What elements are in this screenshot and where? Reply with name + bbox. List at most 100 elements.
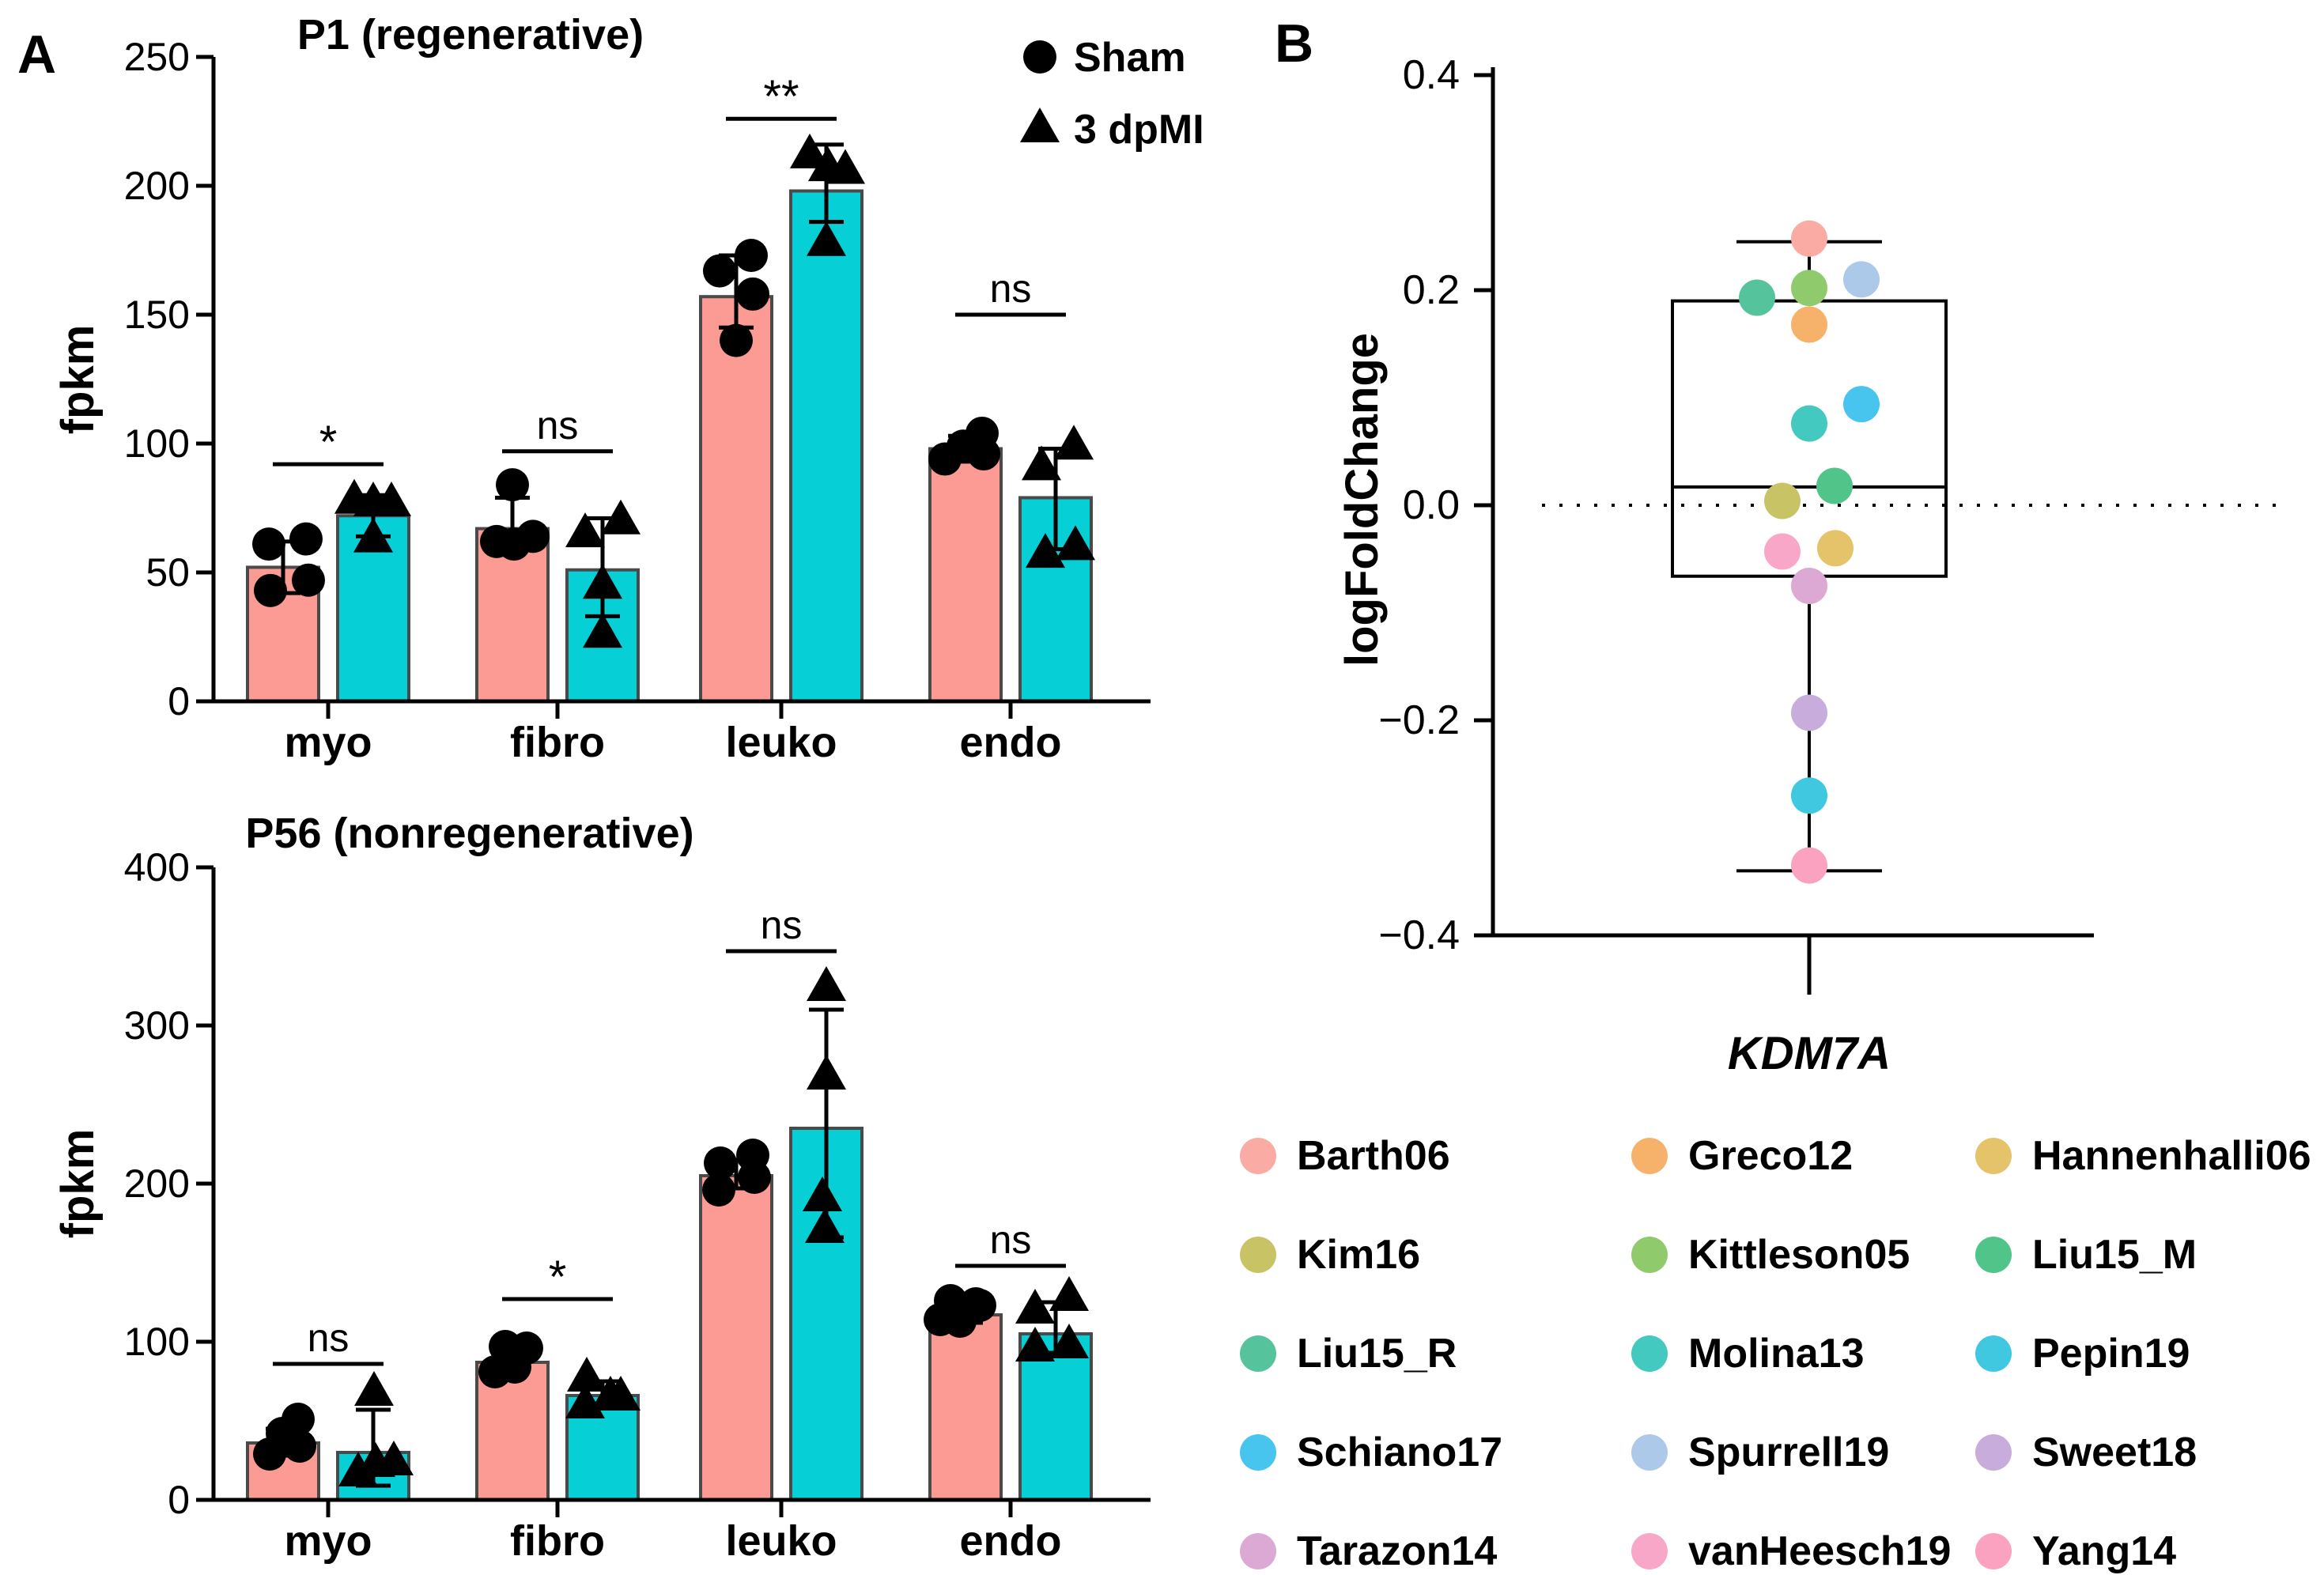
study-point-Liu15_M	[1816, 467, 1853, 504]
legend-study-name: Schiano17	[1297, 1430, 1503, 1475]
legend-circle-icon	[1023, 40, 1056, 74]
circle-marker-icon	[943, 1305, 977, 1338]
legend-dot-icon-vanHeesch19	[1631, 1533, 1668, 1569]
y-axis-title: fpkm	[52, 325, 104, 435]
legend-dot-icon-Kittleson05	[1631, 1237, 1668, 1273]
circle-marker-icon	[720, 323, 753, 357]
data-points-dpmi-myo	[334, 478, 411, 553]
legend-study-name: Yang14	[2032, 1528, 2177, 1574]
category-label-fibro: fibro	[510, 719, 605, 766]
triangle-marker-icon	[807, 966, 846, 1001]
data-points-dpmi-fibro	[565, 1357, 641, 1418]
triangle-marker-icon	[583, 564, 622, 599]
legend-item-Sweet18: Sweet18	[1975, 1428, 2197, 1477]
study-point-Liu15_R	[1739, 279, 1775, 316]
y-tick-label: 0.0	[1403, 482, 1460, 528]
panel-a-label: A	[17, 25, 57, 85]
y-tick-label: 250	[124, 35, 190, 79]
legend-dot-icon-Hannenhalli06	[1975, 1138, 2012, 1174]
data-points-sham-endo	[924, 1284, 996, 1338]
legend-dot-icon-Sweet18	[1975, 1434, 2012, 1471]
legend-triangle-icon	[1020, 108, 1060, 142]
legend-study-name: Barth06	[1297, 1133, 1450, 1179]
triangle-marker-icon	[372, 481, 411, 516]
y-tick-label: 100	[124, 421, 190, 466]
bar-sham-leuko	[699, 1174, 773, 1501]
triangle-marker-icon	[354, 1371, 394, 1406]
bar-dpmi-leuko	[789, 189, 863, 703]
study-point-Hannenhalli06	[1817, 530, 1854, 567]
legend-study-name: Kim16	[1297, 1232, 1421, 1278]
legend-study-name: Pepin19	[2032, 1331, 2190, 1377]
chart-p1-regenerative-bar: 0 50 100 150 200 250 myo fibro leuko endo * ns ** ns P…	[52, 11, 1204, 766]
significance-label: ns	[761, 903, 803, 947]
data-points-dpmi-leuko	[803, 966, 846, 1243]
circle-marker-icon	[703, 254, 736, 288]
legend-dot-icon-Kim16	[1240, 1237, 1276, 1273]
data-points-dpmi-fibro	[565, 499, 641, 648]
legend-dot-icon-Liu15_M	[1975, 1237, 2012, 1273]
legend-study-name: Spurrell19	[1688, 1430, 1890, 1475]
data-points-sham-leuko	[703, 239, 769, 357]
triangle-marker-icon	[601, 499, 641, 534]
data-points-sham-myo	[252, 522, 325, 607]
data-points-sham-endo	[928, 416, 1000, 476]
legend-study-name: Sweet18	[2032, 1430, 2197, 1475]
significance-label: ns	[537, 403, 579, 448]
y-tick-label: 200	[124, 164, 190, 208]
circle-marker-icon	[254, 573, 287, 607]
triangle-marker-icon	[1022, 445, 1061, 481]
study-point-Barth06	[1791, 220, 1827, 257]
legend-dot-icon-Liu15_R	[1240, 1335, 1276, 1372]
triangle-marker-icon	[567, 1357, 607, 1392]
x-axis-label-gene: KDM7A	[1728, 1028, 1891, 1079]
y-tick-label: 0	[168, 1478, 190, 1522]
circle-marker-icon	[967, 437, 1000, 471]
y-tick-label: −0.2	[1378, 697, 1460, 743]
legend-item-Schiano17: Schiano17	[1240, 1428, 1502, 1477]
data-points-sham-fibro	[478, 1330, 543, 1388]
triangle-marker-icon	[826, 149, 865, 184]
y-axis-title: logFoldChange	[1336, 333, 1388, 667]
legend-study-name: Tarazon14	[1297, 1528, 1498, 1574]
legend-study-name: Kittleson05	[1688, 1232, 1910, 1278]
y-tick-label: −0.4	[1378, 912, 1460, 958]
legend-item-Kim16: Kim16	[1240, 1230, 1420, 1279]
study-point-Molina13	[1791, 405, 1827, 442]
circle-marker-icon	[289, 522, 323, 556]
triangle-marker-icon	[583, 613, 622, 648]
y-tick-label: 300	[124, 1003, 190, 1048]
significance-leuko: **	[726, 71, 837, 123]
circle-marker-icon	[704, 1146, 737, 1180]
legend-dot-icon-Barth06	[1240, 1138, 1276, 1174]
significance-label: **	[763, 71, 799, 123]
legend-study-name: vanHeesch19	[1688, 1528, 1952, 1574]
study-point-Yang14	[1791, 847, 1827, 884]
study-point-Greco12	[1791, 306, 1827, 343]
triangle-marker-icon	[601, 1376, 641, 1411]
triangle-marker-icon	[1015, 1289, 1055, 1324]
category-label-myo: myo	[284, 719, 372, 766]
data-points-dpmi-endo	[1022, 425, 1095, 568]
study-point-Kim16	[1764, 482, 1801, 519]
category-label-leuko: leuko	[725, 1517, 837, 1565]
significance-leuko: ns	[726, 903, 837, 954]
y-tick-label: 400	[124, 845, 190, 889]
significance-endo: ns	[955, 266, 1066, 317]
data-points-dpmi-myo	[338, 1371, 414, 1486]
legend-dot-icon-Pepin19	[1975, 1335, 2012, 1372]
category-label-endo: endo	[960, 719, 1062, 766]
legend-study-name: Liu15_R	[1297, 1331, 1457, 1377]
circle-marker-icon	[736, 277, 769, 311]
significance-fibro: ns	[502, 403, 613, 454]
legend-dot-icon-Yang14	[1975, 1533, 2012, 1569]
significance-myo: ns	[273, 1316, 384, 1366]
chart-title: P56 (nonregenerative)	[245, 810, 693, 857]
significance-label: *	[549, 1252, 567, 1303]
circle-marker-icon	[252, 527, 285, 561]
category-label-leuko: leuko	[725, 719, 837, 766]
legend-item-Tarazon14: Tarazon14	[1240, 1527, 1497, 1575]
series-legend: Sham 3 dpMI	[1020, 35, 1204, 153]
circle-marker-icon	[738, 1161, 771, 1194]
legend-study-name: Liu15_M	[2032, 1232, 2197, 1278]
